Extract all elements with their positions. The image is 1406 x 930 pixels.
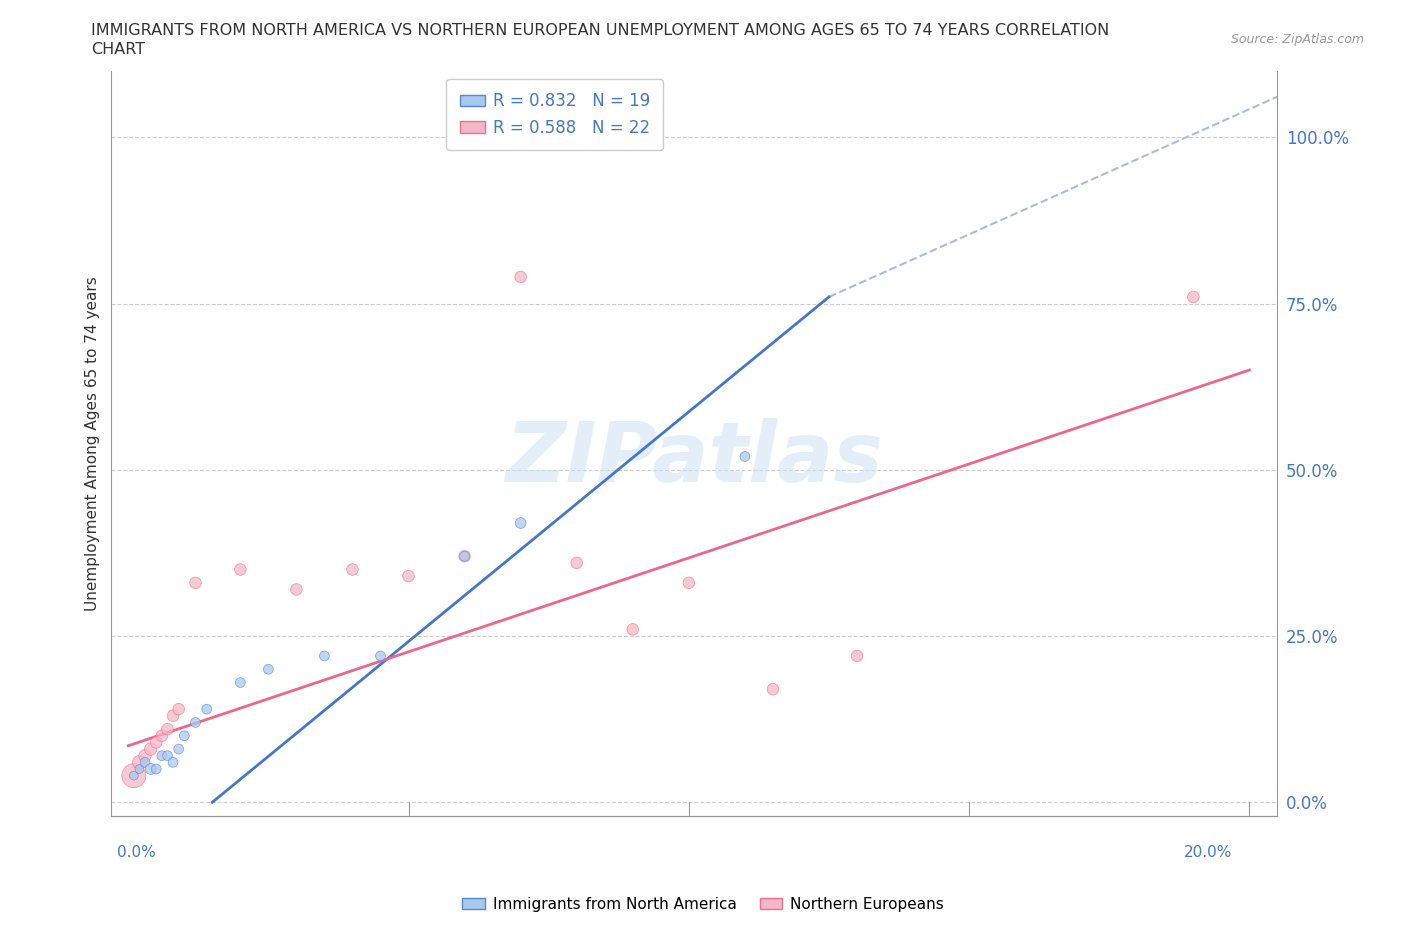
Point [145, 735, 167, 750]
Point [122, 768, 145, 783]
Point [128, 762, 150, 777]
Point [122, 768, 145, 783]
Point [398, 569, 420, 584]
Legend: R = 0.832   N = 19, R = 0.588   N = 22: R = 0.832 N = 19, R = 0.588 N = 22 [446, 79, 664, 150]
Point [145, 762, 167, 777]
Text: CHART: CHART [91, 42, 145, 57]
Point [762, 682, 785, 697]
Point [678, 576, 700, 591]
Point [846, 648, 869, 663]
Point [285, 582, 308, 597]
Point [184, 715, 207, 730]
Point [150, 749, 173, 764]
Point [139, 762, 162, 777]
Point [195, 702, 218, 717]
Point [173, 728, 195, 743]
Point [257, 662, 280, 677]
Point [134, 755, 156, 770]
Point [565, 555, 588, 570]
Text: IMMIGRANTS FROM NORTH AMERICA VS NORTHERN EUROPEAN UNEMPLOYMENT AMONG AGES 65 TO: IMMIGRANTS FROM NORTH AMERICA VS NORTHER… [91, 23, 1109, 38]
Text: 0.0%: 0.0% [117, 845, 156, 860]
Point [139, 741, 162, 756]
Text: ZIPatlas: ZIPatlas [506, 418, 883, 498]
Point [156, 749, 179, 764]
Point [342, 562, 364, 577]
Point [134, 749, 156, 764]
Legend: Immigrants from North America, Northern Europeans: Immigrants from North America, Northern … [456, 891, 950, 918]
Point [128, 755, 150, 770]
Point [229, 675, 252, 690]
Point [509, 515, 531, 530]
Point [621, 622, 644, 637]
Text: Source: ZipAtlas.com: Source: ZipAtlas.com [1230, 33, 1364, 46]
Point [509, 270, 531, 285]
Point [184, 576, 207, 591]
Point [453, 549, 475, 564]
Point [167, 702, 190, 717]
Point [370, 648, 392, 663]
Point [150, 728, 173, 743]
Point [1182, 289, 1205, 304]
Point [314, 648, 336, 663]
Point [229, 562, 252, 577]
Point [167, 741, 190, 756]
Point [156, 722, 179, 737]
Y-axis label: Unemployment Among Ages 65 to 74 years: Unemployment Among Ages 65 to 74 years [86, 276, 100, 611]
Point [162, 755, 184, 770]
Point [162, 709, 184, 724]
Point [734, 449, 756, 464]
Point [453, 549, 475, 564]
Text: 20.0%: 20.0% [1184, 845, 1233, 860]
